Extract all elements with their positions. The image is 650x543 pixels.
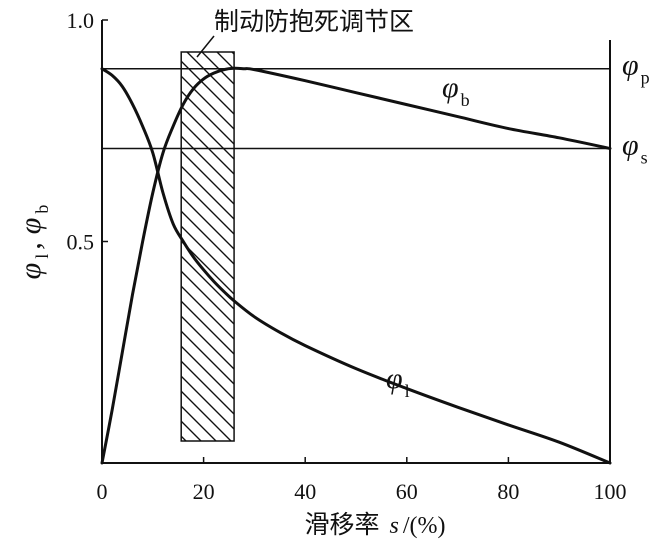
series-labels: φ bφ l (386, 71, 470, 401)
series-label-symbol: φ (442, 71, 459, 104)
series-curves (100, 66, 612, 465)
x-tick-label: 40 (294, 479, 316, 504)
y-axis-label-phi1: φ (14, 263, 47, 280)
series-label-symbol: φ (386, 362, 403, 395)
series-label-subscript: l (405, 381, 410, 401)
x-ticks: 0 20 40 60 80 100 (97, 457, 627, 504)
x-axis-label-unit: /(%) (403, 513, 446, 539)
series-label-subscript: b (461, 90, 470, 110)
reference-label-symbol: φ (622, 49, 639, 82)
reference-label-subscript: s (641, 147, 648, 167)
x-tick-label: 0 (97, 479, 108, 504)
y-ticks: 0.5 1.0 (67, 8, 108, 255)
x-tick-label: 60 (396, 479, 418, 504)
reference-label-subscript: p (641, 68, 650, 88)
x-axis-label: 滑移率 s /(%) (304, 510, 445, 539)
reference-label-symbol: φ (622, 128, 639, 161)
x-tick-label: 80 (497, 479, 519, 504)
x-axis-label-text: 滑移率 (304, 510, 379, 539)
annotation-leader-line (196, 35, 215, 58)
y-axis-label-phi2: φ (14, 218, 47, 235)
series-line-l (100, 67, 612, 465)
x-tick-label: 20 (193, 479, 215, 504)
y-axis-label: φ l , φ b (14, 205, 52, 280)
annotation-label: 制动防抱死调节区 (214, 7, 414, 36)
y-tick-label: 0.5 (67, 230, 95, 255)
y-tick-label: 1.0 (67, 8, 95, 33)
x-tick-label: 100 (594, 479, 627, 504)
series-line-b (100, 66, 612, 465)
reference-lines: φ pφ s (102, 49, 650, 167)
x-axis-label-var: s (390, 513, 399, 539)
y-axis-label-sub2: b (32, 205, 52, 214)
y-axis-label-comma: , (14, 242, 47, 250)
y-axis-label-sub1: l (32, 254, 52, 259)
abs-regulation-region (180, 51, 235, 442)
